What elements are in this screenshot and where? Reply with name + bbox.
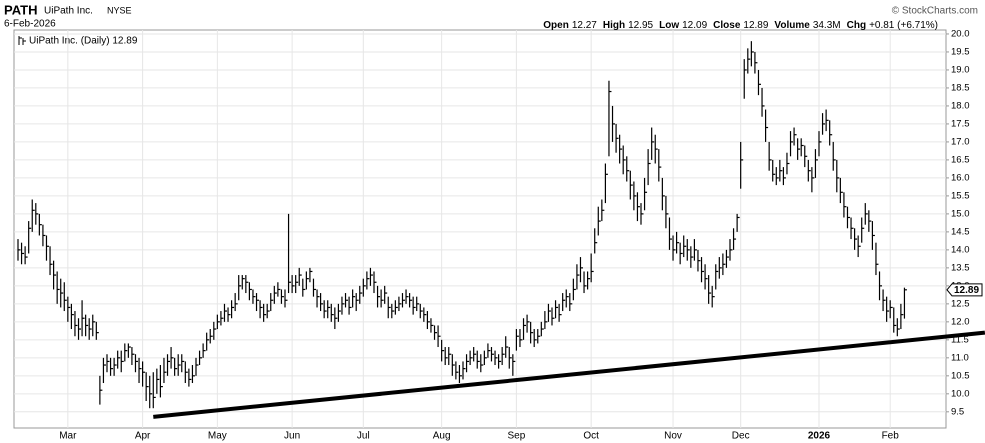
y-tick-label: 11.5 <box>951 334 969 345</box>
quote-label: Open <box>543 20 569 31</box>
y-tick-label: 16.0 <box>951 172 970 183</box>
x-tick-label: Sep <box>508 431 526 442</box>
source: © StockCharts.com <box>892 6 978 17</box>
y-tick-label: 12.5 <box>951 298 970 309</box>
x-tick-label: Apr <box>135 431 151 442</box>
y-tick-label: 19.5 <box>951 46 970 57</box>
price-tag-label: 12.89 <box>954 285 979 296</box>
quote-label: Chg <box>847 20 866 31</box>
quote-label: Volume <box>774 20 810 31</box>
quote-value: 12.09 <box>682 20 707 31</box>
y-tick-label: 16.5 <box>951 154 970 165</box>
y-tick-label: 19.0 <box>951 64 970 75</box>
x-tick-label: Oct <box>583 431 599 442</box>
legend-icon <box>18 36 26 45</box>
x-tick-label: 2026 <box>808 431 831 442</box>
y-tick-label: 9.5 <box>951 406 964 417</box>
quote-value: +0.81 (+6.71%) <box>869 20 938 31</box>
symbol: PATH <box>4 2 37 17</box>
x-tick-label: Jul <box>357 431 370 442</box>
y-tick-label: 18.5 <box>951 82 970 93</box>
y-tick-label: 18.0 <box>951 100 970 111</box>
x-tick-label: Mar <box>59 431 77 442</box>
y-tick-label: 10.5 <box>951 370 970 381</box>
plot-frame <box>13 29 947 429</box>
legend: UiPath Inc. (Daily) 12.89 <box>29 36 138 47</box>
x-tick-label: Feb <box>882 431 900 442</box>
x-tick-label: Dec <box>732 431 750 442</box>
quote-value: 12.95 <box>628 20 653 31</box>
quote-value: 12.27 <box>572 20 597 31</box>
quote-label: Close <box>713 20 741 31</box>
y-tick-label: 15.5 <box>951 190 970 201</box>
quote: Open 12.27 High 12.95 Low 12.09 Close 12.89 Volu… <box>543 20 938 31</box>
quote-value: 12.89 <box>743 20 768 31</box>
y-tick-label: 12.0 <box>951 316 970 327</box>
quote-value: 34.3M <box>813 20 841 31</box>
x-tick-label: Nov <box>664 431 682 442</box>
x-tick-label: Aug <box>433 431 451 442</box>
date: 6-Feb-2026 <box>4 19 56 30</box>
y-tick-label: 17.0 <box>951 136 970 147</box>
y-tick-label: 13.5 <box>951 262 970 273</box>
x-tick-label: Jun <box>284 431 300 442</box>
y-tick-label: 15.0 <box>951 208 970 219</box>
y-tick-label: 17.5 <box>951 118 970 129</box>
y-tick-label: 11.0 <box>951 352 969 363</box>
quote-label: Low <box>659 20 679 31</box>
y-tick-label: 10.0 <box>951 388 970 399</box>
y-tick-label: 14.5 <box>951 226 970 237</box>
exchange: NYSE <box>107 5 132 15</box>
price-tag <box>946 283 983 297</box>
y-tick-label: 20.0 <box>951 28 970 39</box>
trendline <box>153 330 985 419</box>
x-tick-label: May <box>208 431 227 442</box>
company: UiPath Inc. <box>44 6 93 17</box>
quote-label: High <box>603 20 625 31</box>
y-tick-label: 14.0 <box>951 244 970 255</box>
